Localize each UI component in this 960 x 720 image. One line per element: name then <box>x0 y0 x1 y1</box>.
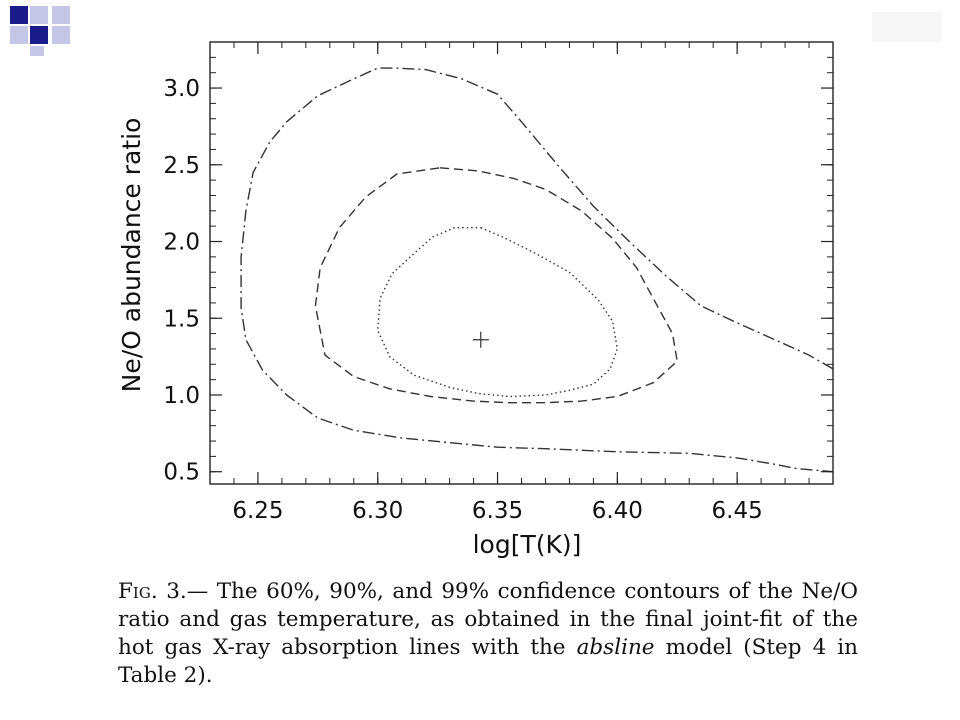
x-tick-label: 6.45 <box>712 498 763 524</box>
y-tick-label: 3.0 <box>163 76 200 102</box>
y-tick-label: 2.0 <box>163 230 200 256</box>
contour-60pct <box>377 226 618 398</box>
figure-caption: Fig. 3.— The 60%, 90%, and 99% confidenc… <box>118 578 858 690</box>
logo-icon <box>10 6 76 56</box>
best-fit-marker <box>472 331 489 348</box>
y-tick-label: 1.0 <box>163 383 200 409</box>
logo-square <box>52 6 70 24</box>
caption-text: The 60%, 90%, and 99% confidence contour… <box>118 579 858 660</box>
caption-text-end: model (Step 4 in Table 2). <box>118 635 859 688</box>
y-axis-label: Ne/O abundance ratio <box>117 118 146 393</box>
x-tick-label: 6.25 <box>232 498 283 524</box>
logo-square <box>10 26 28 44</box>
x-tick-label: 6.35 <box>472 498 523 524</box>
x-tick-label: 6.40 <box>592 498 643 524</box>
x-tick-label: 6.30 <box>352 498 403 524</box>
corner-marker <box>872 12 942 42</box>
contour-99pct <box>240 67 834 473</box>
logo-square <box>30 46 44 56</box>
caption-fig-number: 3.— <box>166 579 209 604</box>
logo-square <box>10 6 28 24</box>
y-tick-label: 0.5 <box>163 460 200 486</box>
logo-square <box>52 26 70 44</box>
logo-square <box>30 6 48 24</box>
caption-fig-label: Fig. <box>118 579 158 604</box>
x-axis-label: log[T(K)] <box>473 530 582 559</box>
caption-model-name: absline <box>576 635 655 660</box>
y-tick-label: 1.5 <box>163 306 200 332</box>
y-tick-label: 2.5 <box>163 153 200 179</box>
contour-90pct <box>314 167 678 404</box>
logo-square <box>30 26 48 44</box>
